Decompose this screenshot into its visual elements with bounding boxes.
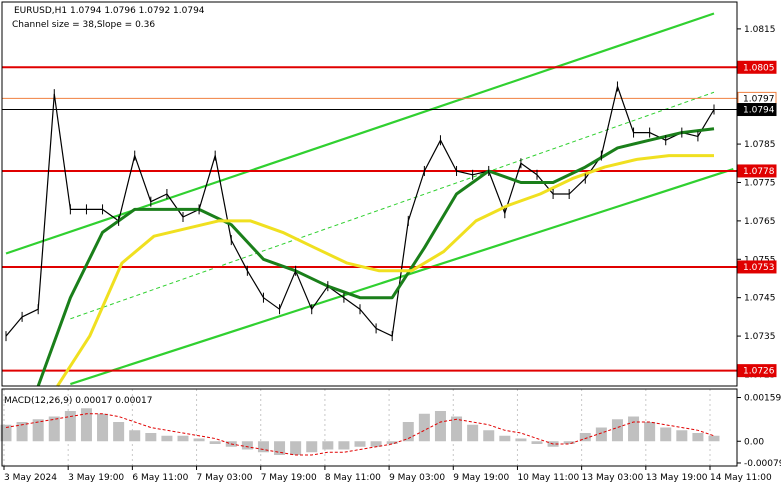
x-tick-label: 13 May 19:00 (646, 473, 708, 483)
y-tick-label: 1.0735 (744, 332, 776, 342)
macd-bar (483, 430, 495, 442)
channel-upper-line (5, 12, 715, 255)
macd-bar (402, 422, 414, 442)
macd-signal-line (5, 413, 715, 456)
chart-title: EURUSD,H1 1.0794 1.0796 1.0792 1.0794 (14, 6, 205, 16)
level-label: 1.0805 (743, 63, 775, 73)
series-ma_slow (56, 154, 714, 387)
price-pane-frame (1, 1, 738, 387)
macd-bar (338, 441, 350, 450)
level-tag (737, 260, 777, 274)
level-tag (737, 103, 777, 117)
macd-bar (531, 441, 543, 444)
series (5, 81, 715, 387)
x-tick-label: 10 May 11:00 (517, 473, 579, 483)
macd-bar (16, 422, 28, 442)
macd-bar (563, 441, 575, 444)
macd-bar (290, 441, 302, 455)
x-tick-label: 3 May 19:00 (68, 473, 124, 483)
macd-bar (418, 413, 430, 442)
macd-bar (32, 419, 44, 442)
macd-label: MACD(12,26,9) 0.00017 0.00017 (4, 396, 153, 406)
macd-bar (644, 422, 656, 442)
macd-bar (386, 441, 398, 444)
x-tick-label: 6 May 11:00 (132, 473, 188, 483)
macd-bar (48, 416, 60, 442)
channel-lower-line (70, 167, 734, 386)
macd-bar (257, 441, 269, 453)
macd-bar (113, 422, 125, 442)
x-tick-label: 3 May 2024 (4, 473, 57, 483)
macd-bar (676, 430, 688, 442)
channel (5, 12, 734, 386)
macd-bar (595, 427, 607, 442)
macd-pane-frame (1, 388, 738, 467)
macd-bar (692, 433, 704, 442)
x-tick-label: 7 May 03:00 (197, 473, 253, 483)
macd-bar (241, 441, 253, 450)
level-label: 1.0794 (743, 106, 775, 116)
y-tick-label: 1.0775 (744, 178, 776, 188)
y-tick-label: 1.0785 (744, 140, 776, 150)
macd-bar (579, 433, 591, 442)
x-tick-label: 7 May 19:00 (261, 473, 317, 483)
x-tick-label: 8 May 11:00 (325, 473, 381, 483)
level-tag (737, 364, 777, 378)
y-tick-label: 1.0815 (744, 25, 776, 35)
macd-bar (660, 427, 672, 442)
macd-y-tick-label: -0.00079 (744, 459, 781, 469)
x-tick-label: 13 May 03:00 (582, 473, 644, 483)
level-label: 1.0753 (743, 263, 775, 273)
channel-mid-line (70, 91, 715, 320)
y-tick-label: 1.0745 (744, 294, 776, 304)
macd-bar (193, 438, 205, 442)
frame (1, 1, 738, 467)
macd-y-tick-label: 0.00159 (744, 394, 781, 404)
macd-bar (451, 416, 463, 442)
macd-y-tick-label: 0.00 (744, 437, 764, 447)
macd-bar (354, 441, 366, 447)
macd-bar (145, 433, 157, 442)
level-tag (737, 60, 777, 74)
macd-bar (0, 424, 12, 442)
level-label: 1.0726 (743, 367, 775, 377)
macd-bar (161, 435, 173, 442)
macd-bar (434, 411, 446, 442)
macd-pane (0, 408, 720, 456)
level-tag (737, 164, 777, 178)
macd-bar (129, 430, 141, 442)
macd-bar (467, 424, 479, 442)
macd-bar (306, 441, 318, 453)
y-tick-label: 1.0755 (744, 255, 776, 265)
macd-bar (322, 441, 334, 450)
macd-bar (499, 435, 511, 442)
macd-bar (708, 435, 720, 442)
x-tick-label: 14 May 11:00 (710, 473, 772, 483)
x-tick-label: 9 May 03:00 (389, 473, 445, 483)
macd-bar (177, 435, 189, 442)
macd-bar (274, 441, 286, 455)
macd-bar (97, 413, 109, 442)
axis: 1.08151.08051.07851.07751.07651.07551.07… (3, 25, 781, 483)
macd-bar (611, 419, 623, 442)
level-label: 1.0778 (743, 167, 775, 177)
level-label: 1.0797 (743, 94, 775, 104)
y-tick-label: 1.0765 (744, 217, 776, 227)
macd-bar (80, 408, 92, 442)
macd-bar (370, 441, 382, 447)
labels: 1.0805 1.0778 1.0753 1.0726 1.0797 1.0794 (737, 60, 777, 378)
macd-bar (209, 441, 221, 444)
channel-info: Channel size = 38,Slope = 0.36 (12, 20, 155, 30)
x-tick-label: 9 May 19:00 (453, 473, 509, 483)
macd-bar (515, 438, 527, 442)
macd-bar (64, 411, 76, 442)
macd-bar (628, 416, 640, 442)
